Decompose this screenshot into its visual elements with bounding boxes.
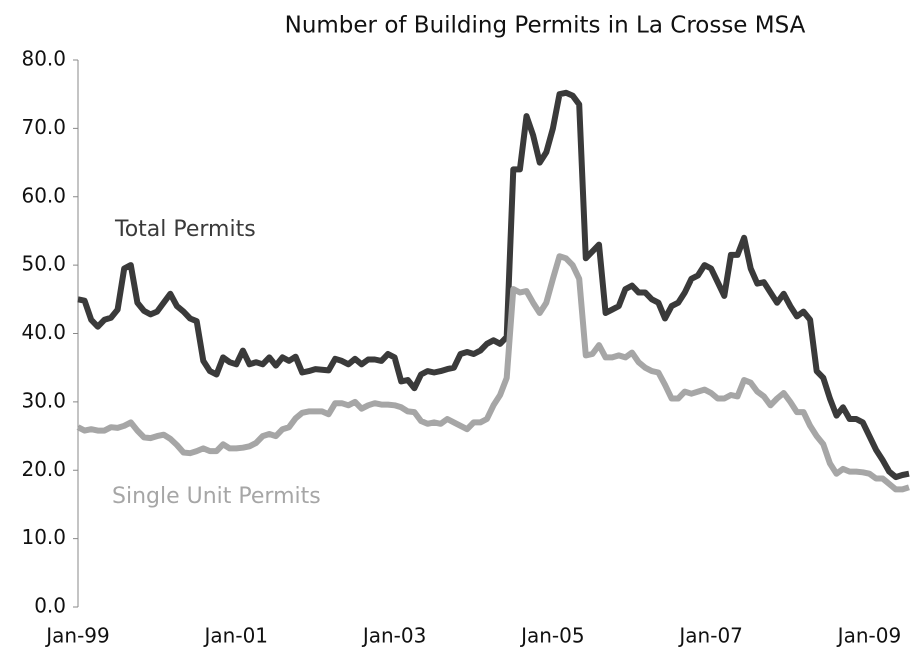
series-line <box>77 89 910 481</box>
x-tick-label: Jan-01 <box>203 624 269 648</box>
series-line <box>76 253 910 493</box>
x-tick-label: Jan-05 <box>519 624 585 648</box>
x-tick-label: Jan-03 <box>361 624 427 648</box>
y-tick-label: 70.0 <box>21 115 66 139</box>
y-tick-label: 20.0 <box>21 457 66 481</box>
series-label: Total Permits <box>114 217 256 242</box>
y-tick-label: 50.0 <box>21 252 66 276</box>
series-label: Single Unit Permits <box>112 484 321 509</box>
x-tick-label: Jan-99 <box>44 624 110 648</box>
y-tick-label: 10.0 <box>21 525 66 549</box>
y-tick-label: 60.0 <box>21 183 66 207</box>
y-tick-label: 0.0 <box>34 594 66 618</box>
y-tick-label: 30.0 <box>21 388 66 412</box>
x-tick-label: Jan-07 <box>677 624 743 648</box>
chart-title: Number of Building Permits in La Crosse … <box>285 13 806 39</box>
y-tick-label: 40.0 <box>21 320 66 344</box>
x-tick-label: Jan-09 <box>836 624 902 648</box>
y-tick-label: 80.0 <box>21 47 66 71</box>
